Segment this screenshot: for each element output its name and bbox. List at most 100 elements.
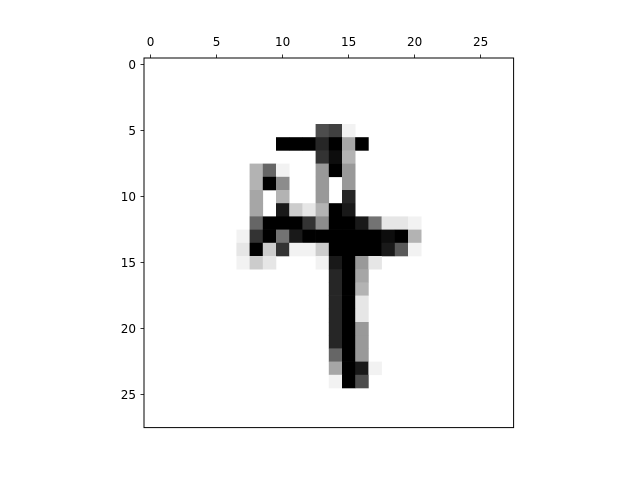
heatmap-cell — [355, 242, 369, 257]
heatmap-cell — [355, 137, 369, 151]
x-tick-label: 25 — [473, 35, 488, 49]
heatmap-cell — [342, 124, 356, 138]
heatmap-cell — [262, 216, 277, 230]
heatmap-cell — [315, 190, 330, 204]
heatmap-cell — [276, 137, 290, 151]
heatmap-cell — [355, 348, 369, 362]
heatmap-cell — [368, 361, 382, 376]
heatmap-cell — [342, 229, 356, 244]
x-axis-top: 0 5 10 15 20 25 — [147, 35, 488, 58]
heatmap-cell — [355, 256, 369, 270]
heatmap-cell — [328, 163, 343, 178]
heatmap-cell — [262, 176, 277, 191]
heatmap-cell — [302, 216, 316, 230]
heatmap-cells — [236, 124, 422, 389]
heatmap-cell — [381, 216, 396, 230]
heatmap-cell — [328, 203, 343, 217]
heatmap-cell — [315, 256, 330, 270]
y-tick-label: 5 — [128, 124, 136, 138]
heatmap-cell — [328, 269, 343, 283]
y-tick-label: 10 — [121, 190, 136, 204]
heatmap-cell — [355, 335, 369, 349]
heatmap-cell — [249, 190, 264, 204]
heatmap-cell — [342, 150, 356, 164]
heatmap-cell — [342, 269, 356, 283]
heatmap-cell — [262, 256, 277, 270]
heatmap-cell — [289, 203, 303, 217]
heatmap-cell — [315, 137, 330, 151]
heatmap-cell — [394, 216, 409, 230]
heatmap-cell — [249, 256, 264, 270]
heatmap-cell — [328, 322, 343, 336]
heatmap-cell — [249, 229, 264, 244]
heatmap-cell — [342, 163, 356, 178]
y-tick-label: 0 — [128, 58, 136, 72]
heatmap-cell — [328, 150, 343, 164]
heatmap-cell — [328, 242, 343, 257]
heatmap-cell — [328, 137, 343, 151]
heatmap-cell — [355, 308, 369, 323]
heatmap-cell — [408, 216, 422, 230]
x-tick-label: 5 — [213, 35, 221, 49]
heatmap-cell — [328, 295, 343, 310]
heatmap-cell — [289, 137, 303, 151]
heatmap-cell — [328, 124, 343, 138]
heatmap-cell — [355, 374, 369, 389]
heatmap-cell — [355, 322, 369, 336]
heatmap-cell — [315, 216, 330, 230]
axes-frame — [143, 57, 515, 429]
heatmap-cell — [408, 229, 422, 244]
heatmap-cell — [355, 269, 369, 283]
heatmap-cell — [315, 176, 330, 191]
heatmap-cell — [289, 242, 303, 257]
y-axis-left: 0 5 10 15 20 25 — [121, 58, 144, 402]
heatmap-cell — [342, 137, 356, 151]
heatmap-cell — [342, 322, 356, 336]
heatmap-cell — [276, 176, 290, 191]
heatmap-cell — [276, 203, 290, 217]
heatmap-cell — [368, 229, 382, 244]
heatmap-cell — [249, 242, 264, 257]
heatmap-cell — [315, 203, 330, 217]
heatmap-cell — [289, 216, 303, 230]
heatmap-cell — [328, 348, 343, 362]
heatmap-cell — [342, 176, 356, 191]
plot-area — [143, 57, 515, 429]
heatmap-cell — [342, 374, 356, 389]
heatmap-cell — [381, 229, 396, 244]
heatmap-cell — [342, 295, 356, 310]
heatmap-cell — [342, 282, 356, 296]
heatmap-cell — [302, 229, 316, 244]
heatmap-cell — [342, 308, 356, 323]
heatmap-cell — [276, 190, 290, 204]
heatmap-cell — [315, 150, 330, 164]
y-tick-label: 20 — [121, 322, 136, 336]
x-tick-label: 15 — [341, 35, 356, 49]
heatmap-cell — [381, 242, 396, 257]
heatmap-cell — [302, 137, 316, 151]
heatmap-cell — [342, 361, 356, 376]
heatmap-cell — [328, 374, 343, 389]
heatmap-cell — [276, 229, 290, 244]
heatmap-cell — [262, 229, 277, 244]
heatmap-cell — [408, 242, 422, 257]
heatmap-cell — [368, 242, 382, 257]
heatmap-cell — [315, 163, 330, 178]
heatmap-cell — [276, 242, 290, 257]
heatmap-cell — [276, 216, 290, 230]
heatmap-cell — [249, 176, 264, 191]
heatmap-cell — [249, 163, 264, 178]
heatmap-cell — [342, 203, 356, 217]
heatmap-cell — [355, 361, 369, 376]
heatmap-cell — [342, 242, 356, 257]
heatmap-cell — [262, 163, 277, 178]
heatmap-cell — [328, 361, 343, 376]
heatmap-cell — [342, 348, 356, 362]
x-tick-label: 20 — [407, 35, 422, 49]
heatmap-cell — [289, 229, 303, 244]
heatmap-cell — [302, 242, 316, 257]
heatmap-cell — [328, 229, 343, 244]
heatmap-cell — [262, 242, 277, 257]
heatmap-cell — [368, 216, 382, 230]
